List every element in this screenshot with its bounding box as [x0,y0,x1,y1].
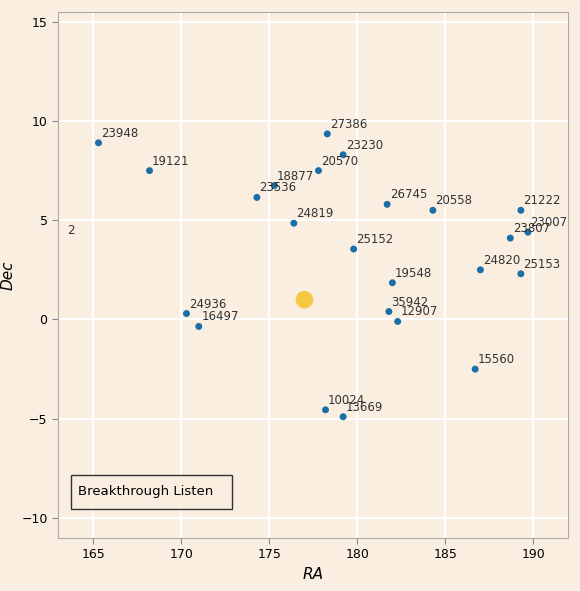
Point [428,206,437,215]
Point [516,269,525,278]
Text: 19121: 19121 [152,155,190,168]
Point [314,166,323,176]
Point [388,278,397,287]
Point [182,309,191,318]
Text: 18877: 18877 [277,170,314,183]
Point [384,307,393,316]
Point [339,412,348,421]
Text: 26745: 26745 [390,189,427,202]
Text: 21222: 21222 [524,194,561,207]
Y-axis label: Dec: Dec [1,260,16,290]
Text: 23230: 23230 [346,139,383,152]
Text: 12907: 12907 [400,306,438,319]
Text: 25153: 25153 [524,258,561,271]
Point [476,265,485,275]
Point [321,405,330,414]
Point [349,244,358,254]
Text: 35942: 35942 [392,296,429,309]
FancyBboxPatch shape [71,475,231,509]
Point [270,181,279,190]
Text: 15560: 15560 [478,353,515,366]
Text: 20570: 20570 [321,155,358,168]
Point [470,365,480,374]
X-axis label: RA: RA [303,567,324,582]
Text: 23007: 23007 [531,216,568,229]
Point [382,200,392,209]
Text: 23536: 23536 [259,181,296,194]
Text: Breakthrough Listen: Breakthrough Listen [78,485,213,498]
Point [506,233,515,243]
Point [252,193,262,202]
Text: 24936: 24936 [189,297,227,310]
Point [94,138,103,148]
Point [145,166,154,176]
Point [300,295,309,304]
Point [523,228,532,237]
Text: 20558: 20558 [436,194,473,207]
Point [516,206,525,215]
Text: 24820: 24820 [483,254,520,267]
Text: 2: 2 [67,223,74,236]
Text: 13669: 13669 [346,401,383,414]
Point [322,129,332,139]
Text: 19548: 19548 [395,267,432,280]
Text: 23948: 23948 [101,127,139,140]
Text: 25152: 25152 [356,233,394,246]
Text: 24819: 24819 [296,207,334,220]
Text: 10024: 10024 [328,394,365,407]
Point [289,219,299,228]
Text: 16497: 16497 [201,310,239,323]
Text: 23807: 23807 [513,222,550,235]
Point [393,317,403,326]
Point [339,150,348,160]
Point [194,322,204,331]
Text: 27386: 27386 [330,118,367,131]
